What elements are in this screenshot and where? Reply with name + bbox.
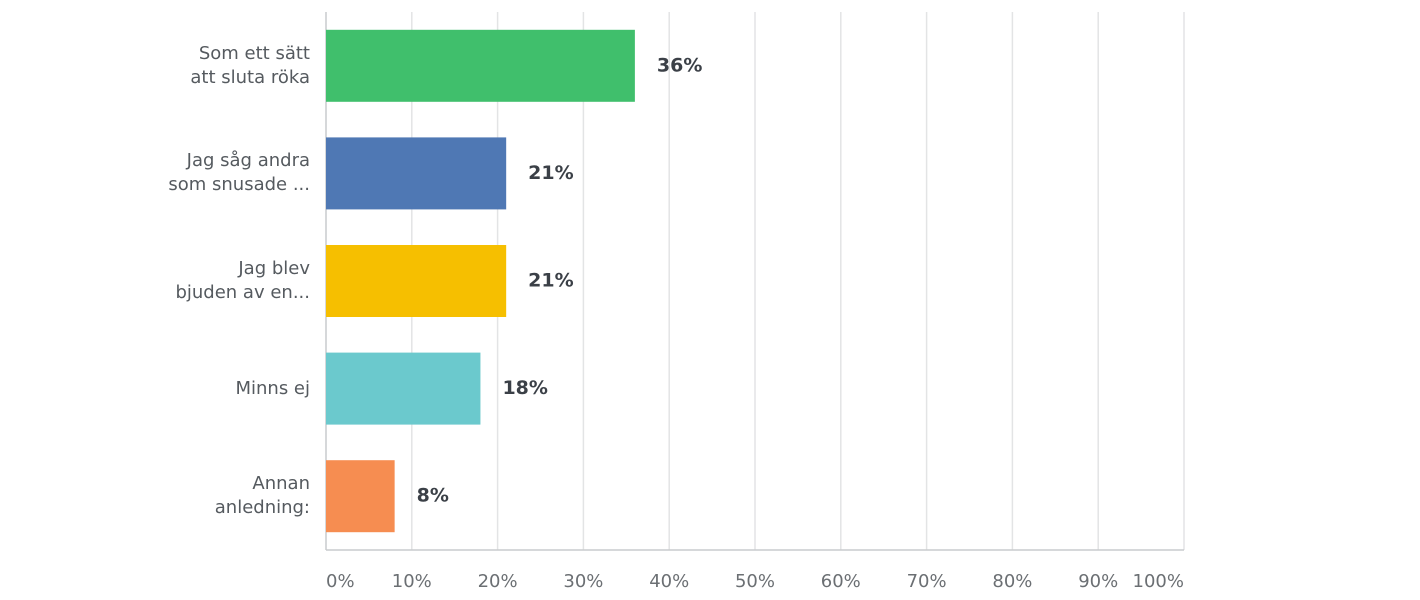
value-label: 21% (528, 162, 573, 184)
category-label: Som ett sätt att sluta röka (190, 42, 310, 88)
bar (326, 352, 481, 425)
bar (326, 460, 395, 533)
x-tick-label: 70% (907, 571, 947, 592)
x-tick-label: 20% (478, 571, 518, 592)
x-tick-label: 60% (821, 571, 861, 592)
category-label: Jag såg andra som snusade ... (168, 150, 310, 196)
bar (326, 29, 635, 102)
x-tick-label: 0% (326, 571, 355, 592)
value-label: 21% (528, 270, 573, 292)
value-label: 8% (417, 485, 449, 507)
category-label: Annan anledning: (214, 473, 310, 519)
x-tick-label: 80% (992, 571, 1032, 592)
value-label: 18% (502, 377, 547, 399)
x-tick-label: 30% (563, 571, 603, 592)
value-label: 36% (657, 54, 702, 76)
x-tick-label: 90% (1078, 571, 1118, 592)
x-tick-label: 40% (649, 571, 689, 592)
x-tick-label: 50% (735, 571, 775, 592)
category-label: Jag blev bjuden av en... (175, 258, 310, 303)
bar (326, 245, 507, 317)
category-label: Minns ej (235, 377, 310, 399)
bar (326, 137, 507, 210)
x-tick-label: 100% (1133, 571, 1184, 592)
x-tick-label: 10% (392, 571, 432, 592)
